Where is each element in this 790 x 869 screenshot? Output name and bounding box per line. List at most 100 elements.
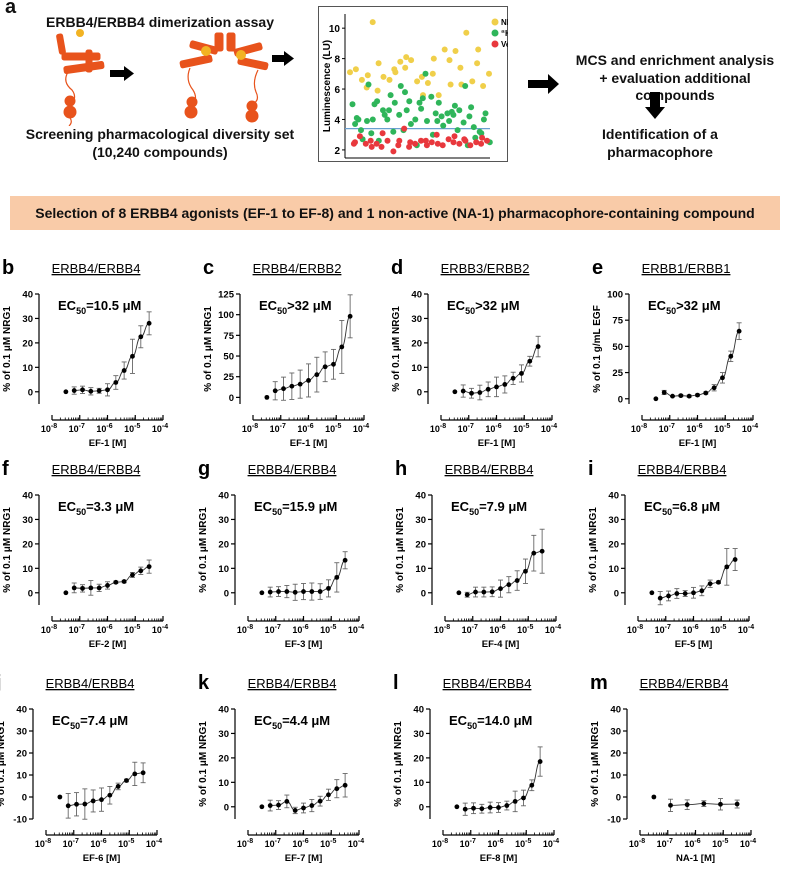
scatter-point-hits	[462, 83, 469, 89]
dose-response-chart-c: c ERBB4/ERBB2 0 25 50 75 100 125 % of 0.1 μM NRG…	[203, 257, 369, 449]
chart-title: ERBB4/ERBB4	[52, 261, 141, 276]
y-tick-label: 20	[16, 749, 27, 760]
data-point	[460, 388, 466, 394]
scatter-point-vehicle	[396, 137, 403, 144]
ligand-icon	[236, 50, 246, 60]
data-point	[342, 782, 348, 788]
scatter-point-hits	[472, 134, 479, 141]
data-point	[259, 804, 265, 810]
data-point	[326, 585, 331, 591]
y-tick-label: 30	[218, 729, 229, 740]
panel-letter: d	[391, 257, 403, 279]
x-tick-label: 10-4	[353, 423, 369, 434]
x-tick-label: 10-7	[63, 838, 79, 849]
y-tick-label: 10	[218, 564, 229, 575]
panel-letter: h	[395, 458, 407, 480]
y-axis-label: % of 0.1 μM NRG1	[590, 721, 601, 807]
y-tick-label: 0	[614, 588, 619, 599]
data-point	[489, 589, 495, 595]
banner-text: Selection of 8 ERBB4 agonists (EF-1 to E…	[35, 205, 755, 221]
y-tick-label: 30	[218, 515, 229, 526]
scatter-point-hits	[371, 101, 378, 108]
screening-scatter-plot: 2 4 6 8 10 Luminescence (LU) NRG1 “Hits” Vehicle	[318, 6, 508, 162]
scatter-point-hits	[428, 93, 435, 100]
panel-letter: b	[2, 257, 14, 279]
x-tick-label: 10-5	[515, 838, 531, 849]
data-point	[521, 795, 526, 801]
x-tick-label: 10-6	[297, 423, 313, 434]
dose-response-chart-b: b ERBB4/ERBB4 0 10 20 30 40 % of 0.1 μM NRG1 10-…	[2, 257, 168, 449]
scatter-point-hits	[387, 92, 394, 99]
fit-curve	[270, 784, 346, 811]
data-point	[259, 590, 265, 596]
x-tick-label: 10-5	[320, 838, 336, 849]
data-point	[132, 771, 138, 777]
data-point	[716, 579, 721, 585]
dose-response-chart-k: k ERBB4/ERBB4 0 10 20 30 40 % of 0.1 μM NRG1 10-…	[198, 672, 364, 864]
screen-line1: Screening pharmacological diversity set	[25, 126, 295, 142]
scatter-point-hits	[349, 101, 356, 108]
data-point	[130, 353, 135, 359]
scatter-point-nrg1	[480, 83, 487, 89]
data-point	[471, 805, 476, 811]
scatter-point-hits	[406, 98, 413, 105]
scatter-point-vehicle	[373, 140, 380, 147]
data-point	[452, 389, 458, 395]
scatter-point-nrg1	[402, 64, 409, 71]
data-point	[699, 588, 705, 594]
scatter-point-nrg1	[380, 73, 387, 80]
x-tick-label: 10-4	[543, 838, 559, 849]
x-tick-label: 10-6	[90, 838, 106, 849]
y-tick-label: 8	[334, 55, 340, 66]
y-axis-label: % of 0.1 μM NRG1	[198, 721, 209, 807]
y-axis-label: Luminescence (LU)	[322, 40, 333, 132]
data-point	[523, 568, 528, 574]
y-tick-label: 0	[616, 793, 621, 804]
scatter-point-vehicle	[367, 137, 374, 144]
scatter-point-nrg1	[447, 81, 454, 88]
data-point	[498, 586, 503, 592]
scatter-point-hits	[397, 83, 404, 89]
x-tick-label: 10-8	[434, 624, 450, 635]
data-point	[469, 390, 474, 396]
y-tick-label: 25	[223, 372, 234, 383]
x-tick-label: 10-7	[458, 423, 474, 434]
x-tick-label: 10-5	[320, 624, 336, 635]
y-tick-label: 4	[334, 115, 340, 126]
x-tick-label: 10-5	[118, 838, 134, 849]
mcs-line1: MCS and enrichment analysis	[575, 52, 775, 68]
y-tick-label: 0	[229, 393, 234, 404]
data-point	[267, 589, 273, 595]
scatter-point-hits	[352, 121, 359, 127]
fit-curve	[68, 772, 144, 807]
x-axis-label: EF-2 [M]	[89, 639, 126, 650]
y-tick-label: -10	[607, 815, 621, 826]
scatter-point-nrg1	[463, 29, 470, 36]
x-tick-label: 10-5	[325, 423, 341, 434]
data-point	[485, 386, 491, 392]
data-point	[292, 589, 298, 595]
y-axis-label: % of 0.1 g/mL EGF	[592, 305, 603, 393]
ec50-label: EC50=6.8 μM	[644, 499, 720, 517]
y-tick-label: 0	[224, 588, 229, 599]
data-point	[519, 371, 524, 376]
legend-marker	[491, 29, 499, 37]
y-axis-label: % of 0.1 μM NRG1	[203, 306, 214, 392]
data-point	[711, 385, 717, 391]
fit-curve	[463, 346, 539, 394]
y-tick-label: 0	[421, 588, 426, 599]
fit-curve	[74, 322, 150, 392]
scatter-point-hits	[435, 99, 442, 106]
result-line2: pharmacophore	[607, 144, 713, 160]
y-axis-label: % of 0.1 μM NRG1	[395, 507, 406, 593]
data-point	[707, 581, 713, 587]
x-axis-label: EF-1 [M]	[89, 438, 126, 449]
y-axis-label: % of 0.1 μM NRG1	[393, 721, 404, 807]
scatter-point-hits	[419, 95, 426, 102]
y-tick-label: 40	[22, 491, 33, 502]
data-point	[115, 784, 121, 789]
scatter-point-vehicle	[479, 134, 486, 141]
y-tick-label: 40	[413, 705, 424, 716]
x-axis-label: EF-1 [M]	[679, 438, 716, 449]
data-point	[464, 592, 470, 598]
